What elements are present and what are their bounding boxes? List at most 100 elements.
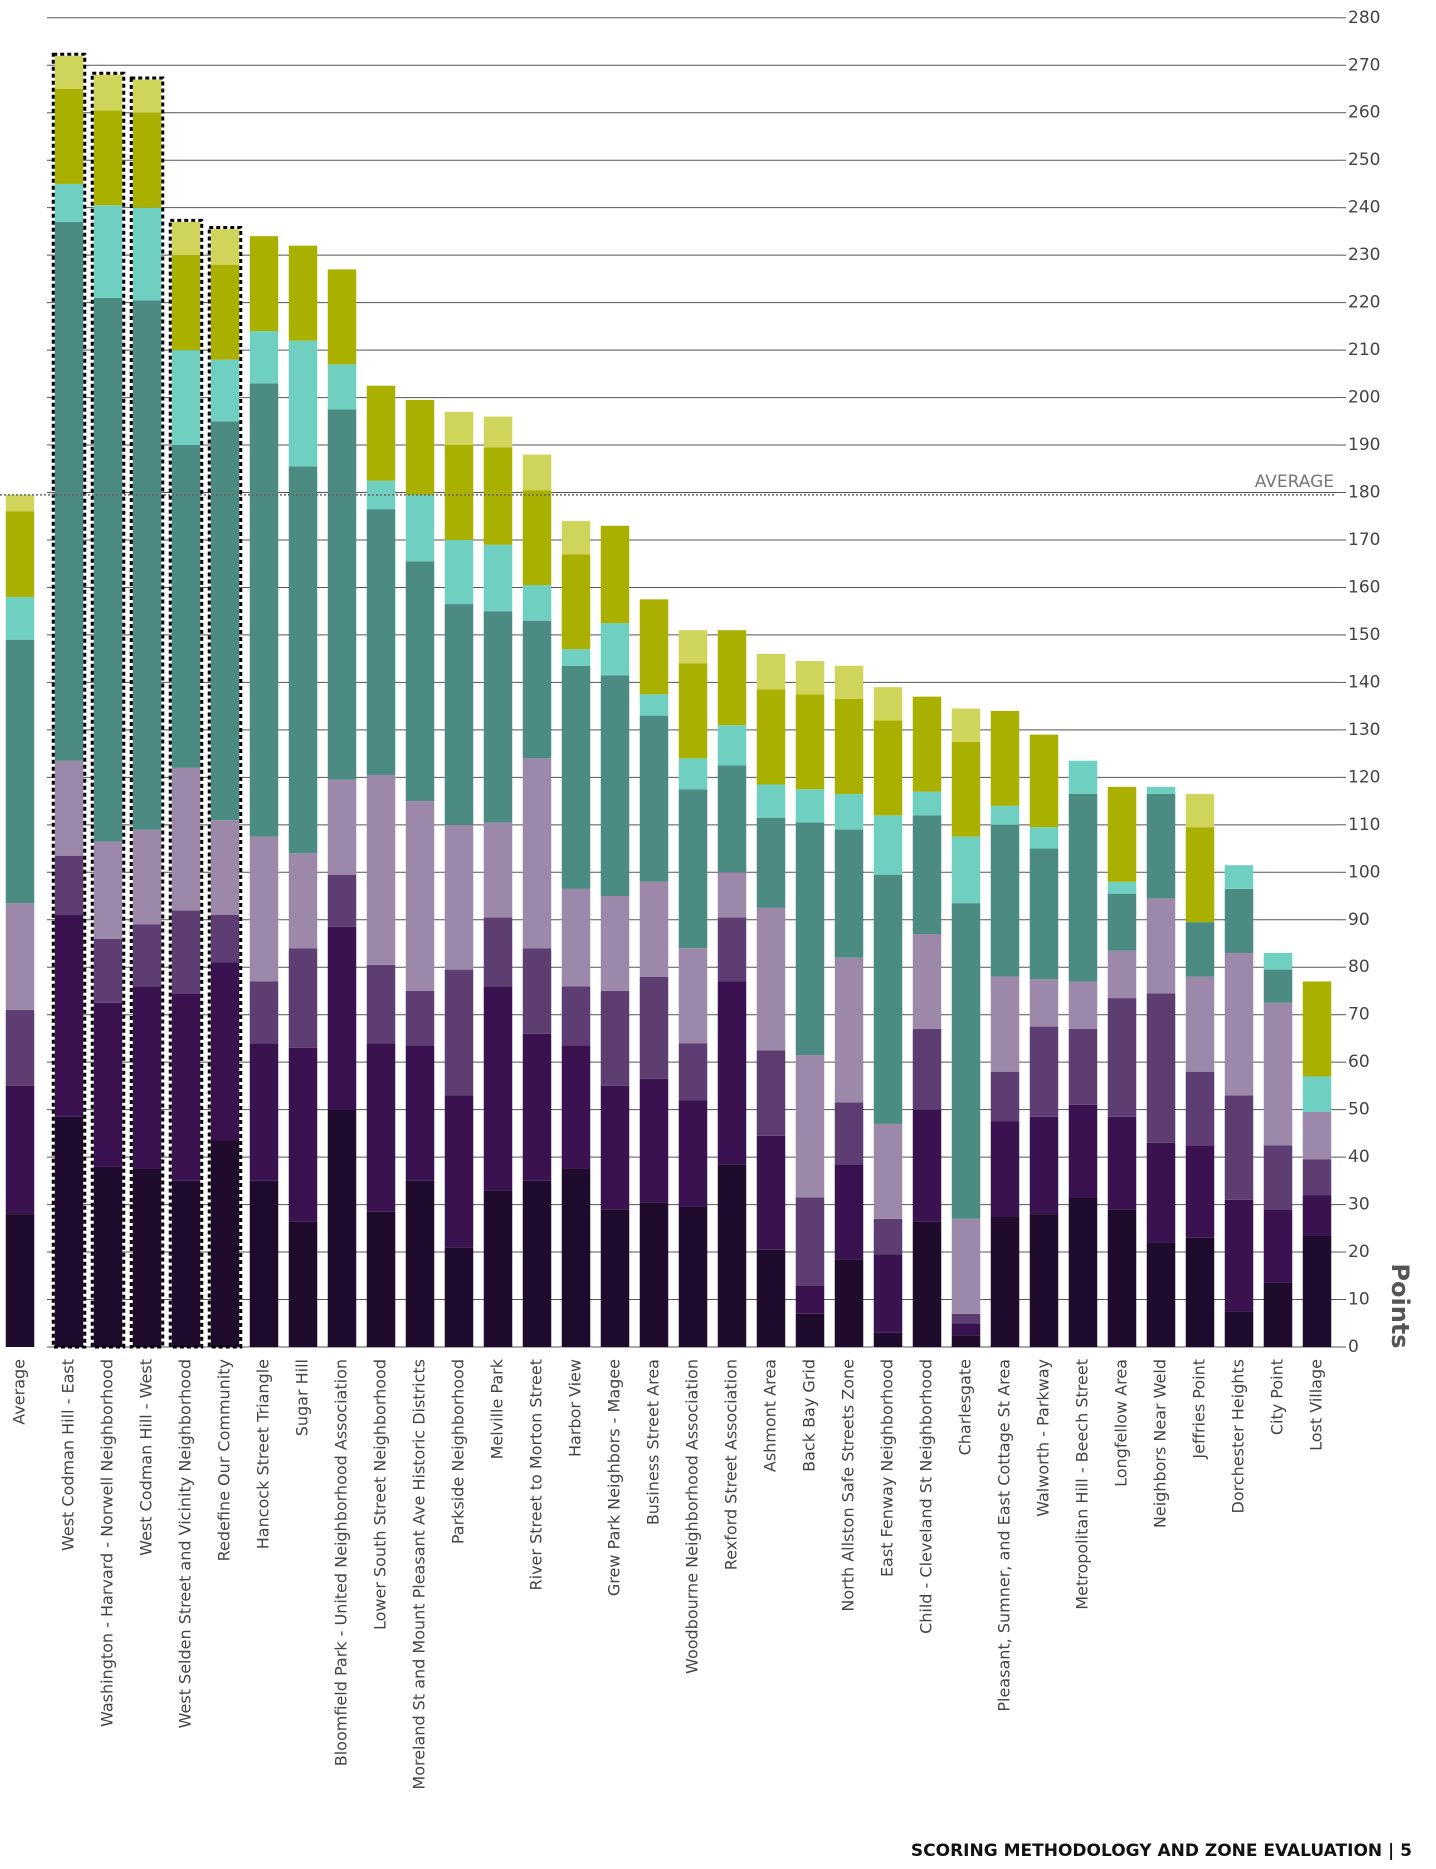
bar-segment <box>483 917 513 987</box>
bar-segment <box>405 494 435 562</box>
bar-segment <box>93 841 123 939</box>
bar-segment <box>951 1323 981 1336</box>
bar-segment <box>990 1216 1020 1347</box>
bar-segment <box>444 445 474 540</box>
bar-segment <box>951 1218 981 1314</box>
x-tick-label: Hancock Street Triangle <box>254 1359 273 1549</box>
bar-segment <box>795 1055 825 1198</box>
bar-segment <box>5 596 35 640</box>
bar-segment <box>678 1206 708 1347</box>
bar-segment <box>1224 952 1254 1096</box>
bar-segment <box>288 466 318 854</box>
x-tick-label: West Codman Hill - East <box>59 1359 78 1551</box>
y-tick-label: 90 <box>1348 910 1370 930</box>
bar-segment <box>1068 760 1098 794</box>
bar-segment <box>132 79 162 113</box>
bar-segment <box>912 791 942 816</box>
bar-segment <box>1224 888 1254 953</box>
average-label: AVERAGE <box>1255 472 1334 492</box>
bar-segment <box>5 1009 35 1086</box>
bar-segment <box>171 910 201 994</box>
bar-segment <box>5 1214 35 1347</box>
bar-segment <box>912 815 942 934</box>
y-tick-label: 70 <box>1348 1005 1370 1025</box>
y-tick-label: 30 <box>1348 1195 1370 1215</box>
bar-segment <box>639 881 669 977</box>
bar-segment <box>93 1002 123 1167</box>
bar-segment <box>912 933 942 1029</box>
bar-segment <box>1263 1209 1293 1283</box>
bar-segment <box>327 269 357 365</box>
bar-segment <box>54 855 84 916</box>
x-tick-label: West Selden Street and Vicinity Neighbor… <box>176 1359 195 1728</box>
bar-segment <box>132 986 162 1169</box>
bar-segment <box>483 822 513 918</box>
bar-segment <box>873 1332 903 1347</box>
bar-segment <box>288 340 318 467</box>
bar-segment <box>600 675 630 897</box>
x-tick-label: Rexford Street Association <box>722 1359 741 1570</box>
bar-segment <box>912 1109 942 1222</box>
x-tick-label: Metropolitan Hill - Beech Street <box>1073 1359 1092 1610</box>
bar-segment <box>54 183 84 222</box>
bar-segment <box>132 924 162 987</box>
bar-segment <box>1107 1116 1137 1210</box>
x-tick-label: West Codman Hill - West <box>137 1359 156 1556</box>
bar-segment <box>288 853 318 949</box>
bar-segment <box>756 653 786 690</box>
bar-segment <box>483 986 513 1191</box>
bar-segment <box>717 981 747 1165</box>
bar-segment <box>834 957 864 1103</box>
x-tick-label: City Point <box>1268 1359 1287 1435</box>
bar-segment <box>1029 848 1059 980</box>
bar-segment <box>93 938 123 1003</box>
bar-segment <box>444 539 474 605</box>
bar-segment <box>1107 1209 1137 1347</box>
bar-segment <box>639 976 669 1079</box>
bar-segment <box>834 665 864 700</box>
bar-segment <box>327 409 357 780</box>
bar-segment <box>1263 952 1293 970</box>
bar-segment <box>132 829 162 925</box>
bar-segment <box>1185 793 1215 828</box>
bar-segment <box>795 1313 825 1347</box>
x-tick-label: Pleasant, Sumner, and East Cottage St Ar… <box>995 1359 1014 1712</box>
bar-segment <box>1302 1195 1332 1236</box>
bar-segment <box>5 903 35 1010</box>
highlight-outline <box>207 226 243 1349</box>
bar-segment <box>990 710 1020 806</box>
bar-segment <box>249 981 279 1044</box>
bar-segment <box>1068 1028 1098 1105</box>
bar-segment <box>1302 1076 1332 1113</box>
footer: SCORING METHODOLOGY AND ZONE EVALUATION … <box>911 1841 1412 1861</box>
bar-segment <box>834 699 864 794</box>
x-tick-label: Lost Village <box>1307 1359 1326 1451</box>
y-tick-label: 80 <box>1348 957 1370 977</box>
bar-segment <box>1029 1026 1059 1117</box>
bar-segment <box>249 383 279 837</box>
y-tick-label: 240 <box>1348 198 1380 218</box>
x-tick-label: Parkside Neighborhood <box>449 1359 468 1544</box>
bar-segment <box>561 649 591 666</box>
bar-segment <box>990 976 1020 1072</box>
bar-segment <box>678 789 708 949</box>
y-tick-label: 120 <box>1348 767 1380 787</box>
bar-segment <box>756 784 786 818</box>
bar-segment <box>327 1109 357 1347</box>
bar-segment <box>561 1045 591 1169</box>
bar-segment <box>1146 793 1176 899</box>
bar-segment <box>678 948 708 1044</box>
bar-segment <box>210 359 240 422</box>
bar-segment <box>54 1116 84 1347</box>
bar-segment <box>756 1050 786 1136</box>
y-tick-label: 160 <box>1348 577 1380 597</box>
bar-segment <box>1029 1116 1059 1215</box>
y-tick-label: 190 <box>1348 435 1380 455</box>
bar-segment <box>756 1249 786 1347</box>
x-tick-label: Jeffries Point <box>1190 1359 1209 1460</box>
bar-segment <box>990 1121 1020 1217</box>
bar-segment <box>561 665 591 889</box>
bar-segment <box>483 544 513 612</box>
y-tick-label: 10 <box>1348 1290 1370 1310</box>
bar-segment <box>1107 881 1137 894</box>
